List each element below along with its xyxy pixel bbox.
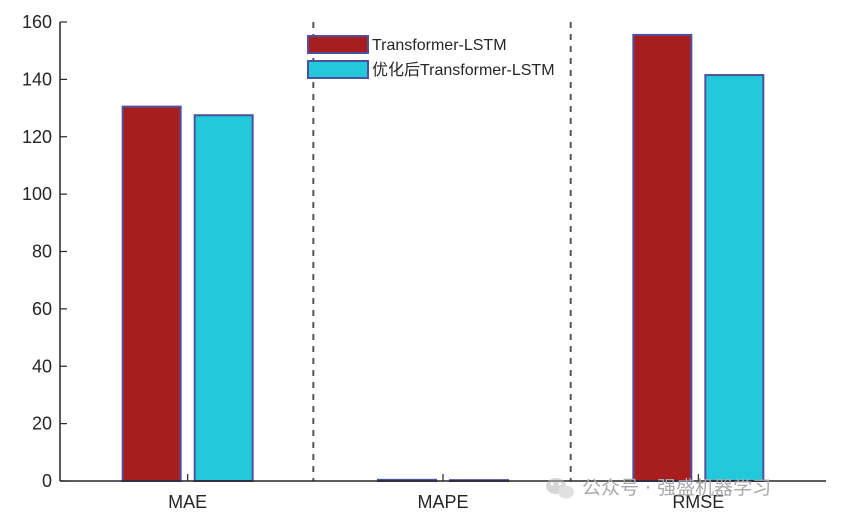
y-tick-label: 0 xyxy=(42,471,52,491)
legend-swatch xyxy=(307,35,369,54)
legend-label: Transformer-LSTM xyxy=(372,37,507,54)
bar-mae-series-2 xyxy=(193,114,254,482)
legend: Transformer-LSTM 优化后Transformer-LSTM xyxy=(307,35,555,79)
legend-label: 优化后Transformer-LSTM xyxy=(372,61,555,79)
bar-rmse-series-2 xyxy=(704,74,765,483)
y-tick-label: 100 xyxy=(22,184,52,204)
legend-swatch xyxy=(307,60,369,79)
watermark-text: 公众号 · 强盛机器学习 xyxy=(582,477,771,499)
y-tick-label: 140 xyxy=(22,69,52,89)
y-tick-label: 40 xyxy=(32,356,52,376)
y-tick-label: 120 xyxy=(22,127,52,147)
bar-mae-series-1 xyxy=(121,105,182,483)
x-tick-label: RMSE xyxy=(672,492,724,512)
wechat-icon xyxy=(546,478,574,499)
x-tick-label: MAPE xyxy=(417,492,468,512)
y-tick-label: 160 xyxy=(22,12,52,32)
category-separators xyxy=(312,22,572,481)
y-tick-label: 20 xyxy=(32,414,52,434)
y-tick-label: 80 xyxy=(32,242,52,262)
x-tick-label: MAE xyxy=(168,492,207,512)
axes: 0 20 40 60 80 100 120 140 160 MAE MAPE RMSE xyxy=(22,12,826,512)
bars xyxy=(121,33,765,483)
watermark: 公众号 · 强盛机器学习 xyxy=(546,477,771,499)
bar-rmse-series-1 xyxy=(632,33,693,483)
y-tick-label: 60 xyxy=(32,299,52,319)
